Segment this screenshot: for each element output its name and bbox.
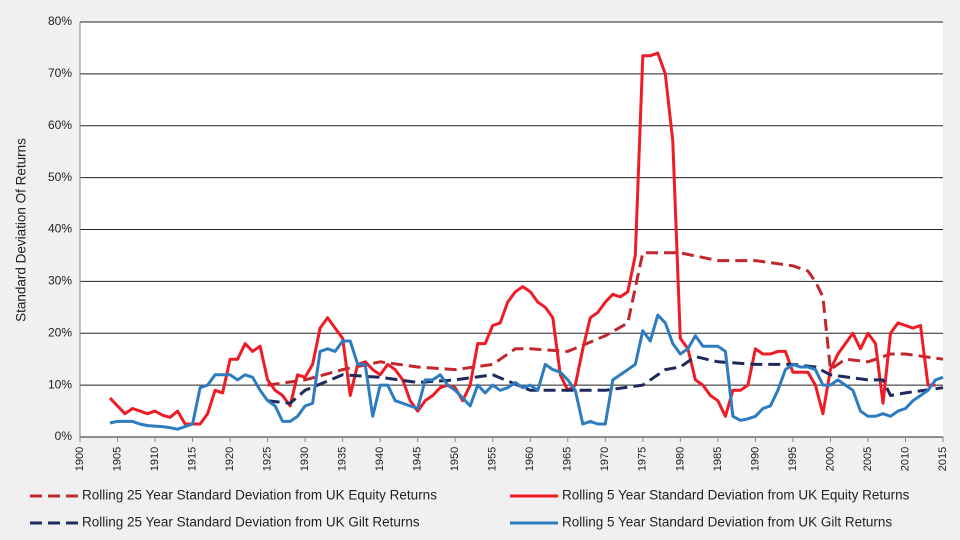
series-line — [267, 355, 944, 405]
x-tick-label: 1980 — [674, 447, 686, 471]
y-axis-label: Standard Deviation Of Returns — [14, 138, 29, 322]
x-tick-label: 1995 — [787, 447, 799, 471]
y-tick-label: 80% — [48, 14, 72, 28]
legend-label: Rolling 5 Year Standard Deviation from U… — [562, 488, 910, 503]
series-line — [108, 51, 936, 426]
x-tick-label: 2005 — [862, 447, 874, 471]
x-tick-label: 2000 — [824, 447, 836, 471]
y-tick-label: 40% — [48, 222, 72, 236]
x-tick-label: 1940 — [374, 447, 386, 471]
x-tick-label: 1950 — [449, 447, 461, 471]
x-tick-label: 1990 — [749, 447, 761, 471]
y-tick-label: 70% — [48, 66, 72, 80]
y-tick-label: 60% — [48, 118, 72, 132]
x-tick-label: 1935 — [337, 447, 349, 471]
x-tick-label: 1900 — [74, 447, 86, 471]
x-tick-label: 1905 — [111, 447, 123, 471]
y-tick-label: 0% — [55, 429, 73, 443]
x-tick-label: 1930 — [299, 447, 311, 471]
x-tick-label: 1925 — [262, 447, 274, 471]
x-tick-label: 1975 — [637, 447, 649, 471]
legend-label: Rolling 25 Year Standard Deviation from … — [82, 488, 437, 503]
y-tick-label: 50% — [48, 170, 72, 184]
x-tick-label: 1965 — [562, 447, 574, 471]
x-tick-label: 1945 — [412, 447, 424, 471]
x-tick-label: 1970 — [599, 447, 611, 471]
y-tick-label: 30% — [48, 274, 72, 288]
y-tick-label: 10% — [48, 377, 72, 391]
x-tick-label: 1985 — [712, 447, 724, 471]
x-tick-label: 1960 — [524, 447, 536, 471]
x-tick-label: 1955 — [487, 447, 499, 471]
legend-label: Rolling 25 Year Standard Deviation from … — [82, 515, 420, 530]
series-line — [109, 313, 944, 431]
x-tick-label: 1920 — [224, 447, 236, 471]
x-tick-label: 1915 — [186, 447, 198, 471]
legend-label: Rolling 5 Year Standard Deviation from U… — [562, 515, 892, 530]
y-tick-label: 20% — [48, 325, 72, 339]
x-tick-label: 2015 — [937, 447, 949, 471]
x-tick-label: 1910 — [149, 447, 161, 471]
x-tick-label: 2010 — [899, 447, 911, 471]
